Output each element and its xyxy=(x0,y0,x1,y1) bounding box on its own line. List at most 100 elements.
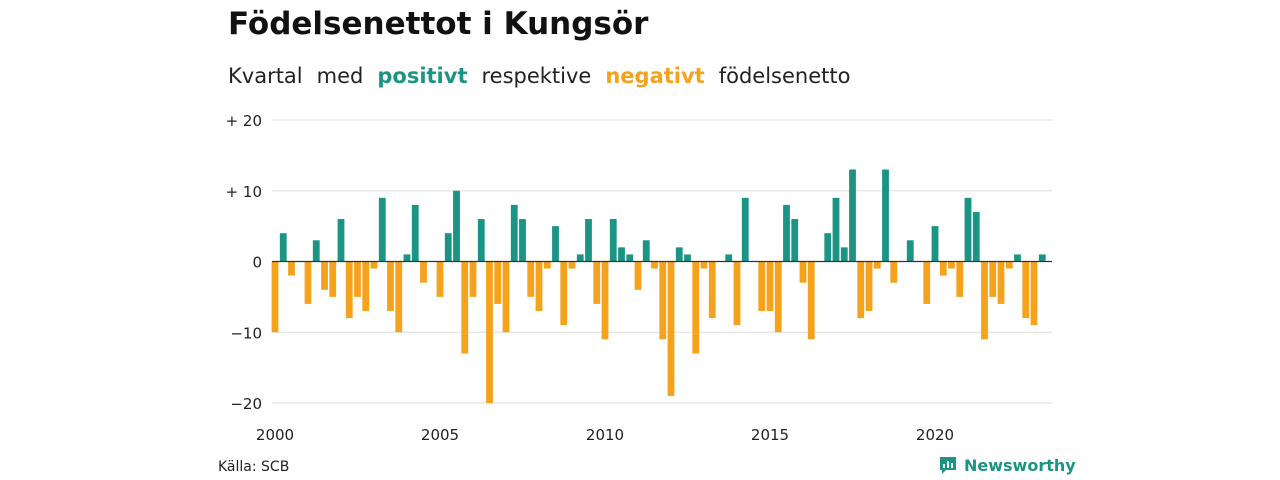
bar xyxy=(997,261,1005,304)
chart-title: Födelsenettot i Kungsör xyxy=(228,6,649,42)
x-tick-label: 2005 xyxy=(421,426,459,444)
bar xyxy=(395,261,403,333)
newsworthy-icon xyxy=(938,455,958,475)
y-tick-label: + 20 xyxy=(226,112,262,130)
subtitle-text: födelsenetto xyxy=(718,64,851,88)
bar xyxy=(502,261,510,333)
bar xyxy=(642,240,650,262)
bar xyxy=(725,254,733,262)
bar xyxy=(279,233,287,262)
subtitle-negative: negativt xyxy=(605,64,705,88)
y-tick-label: + 10 xyxy=(226,183,262,201)
bar xyxy=(840,247,848,262)
bar xyxy=(766,261,774,312)
bar xyxy=(288,261,295,276)
y-tick-label: 0 xyxy=(252,254,262,272)
bar xyxy=(593,261,601,304)
bar xyxy=(824,233,832,262)
bar xyxy=(651,261,658,269)
bar xyxy=(576,254,584,262)
bar xyxy=(708,261,716,319)
bar xyxy=(527,261,535,297)
bar xyxy=(939,261,947,276)
bar xyxy=(535,261,543,312)
bar xyxy=(519,219,526,262)
bar xyxy=(774,261,782,333)
bar xyxy=(634,261,642,290)
bar xyxy=(420,261,427,283)
bar xyxy=(733,261,741,326)
bar xyxy=(964,197,972,262)
bar xyxy=(700,261,708,269)
bar xyxy=(469,261,477,297)
bar xyxy=(890,261,898,283)
bar xyxy=(403,254,411,262)
x-tick-label: 2010 xyxy=(586,426,624,444)
bar xyxy=(618,247,625,262)
x-tick-label: 2015 xyxy=(751,426,789,444)
bar xyxy=(601,261,609,340)
bar xyxy=(477,219,485,262)
bar xyxy=(453,190,460,262)
bar xyxy=(981,261,988,340)
bar xyxy=(345,261,353,319)
bar xyxy=(362,261,370,312)
bar xyxy=(411,204,419,262)
bar xyxy=(667,261,675,396)
bar xyxy=(791,219,799,262)
brand-logo: Newsworthy xyxy=(938,455,1076,475)
bar xyxy=(865,261,873,312)
bar xyxy=(873,261,881,269)
bar xyxy=(1005,261,1013,269)
bar xyxy=(832,197,840,262)
bar xyxy=(783,204,790,262)
bar xyxy=(807,261,815,340)
subtitle-text: respektive xyxy=(481,64,592,88)
bar xyxy=(543,261,551,269)
bar xyxy=(906,240,914,262)
bar xyxy=(1038,254,1046,262)
bar xyxy=(312,240,320,262)
bar xyxy=(271,261,279,333)
bar xyxy=(560,261,568,326)
bar xyxy=(799,261,807,283)
subtitle-text: Kvartal xyxy=(228,64,303,88)
bar xyxy=(1022,261,1030,319)
bar xyxy=(675,247,683,262)
bar xyxy=(510,204,518,262)
bar xyxy=(956,261,964,297)
bar xyxy=(461,261,469,354)
bar xyxy=(568,261,576,269)
bar xyxy=(378,197,386,262)
bar xyxy=(329,261,337,297)
bar xyxy=(387,261,394,312)
source-label: Källa: SCB xyxy=(218,459,290,475)
chart-subtitle: Kvartal med positivt respektive negativt föde… xyxy=(228,64,864,88)
bar xyxy=(444,233,452,262)
x-tick-label: 2020 xyxy=(916,426,954,444)
y-tick-label: −10 xyxy=(230,324,262,342)
x-tick-label: 2000 xyxy=(256,426,294,444)
bar xyxy=(849,169,856,262)
bar xyxy=(436,261,444,297)
bar xyxy=(659,261,667,340)
y-tick-label: −20 xyxy=(230,395,262,413)
bar xyxy=(1030,261,1038,326)
bar xyxy=(882,169,889,262)
bar xyxy=(354,261,361,297)
bar xyxy=(923,261,931,304)
bar xyxy=(494,261,502,304)
bar xyxy=(304,261,312,304)
bar xyxy=(758,261,766,312)
bar xyxy=(1014,254,1021,262)
bar xyxy=(684,254,691,262)
bar xyxy=(337,219,345,262)
bar xyxy=(585,219,592,262)
bar xyxy=(972,211,980,262)
bar xyxy=(948,261,955,269)
bar xyxy=(692,261,700,354)
subtitle-positive: positivt xyxy=(377,64,468,88)
bar xyxy=(552,226,559,262)
bar xyxy=(857,261,865,319)
